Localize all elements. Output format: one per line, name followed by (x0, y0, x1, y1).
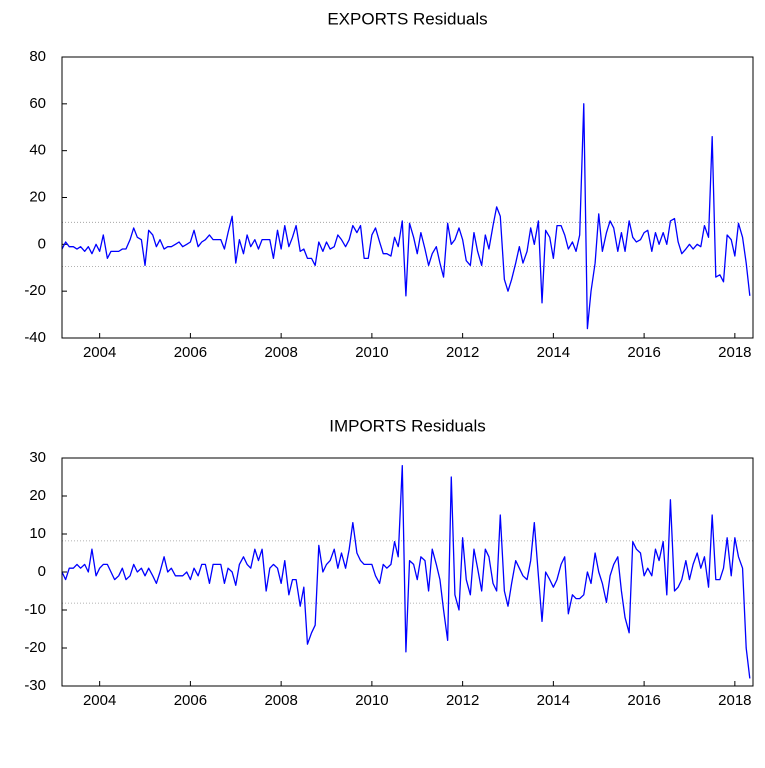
y-tick-label: 60 (29, 95, 46, 112)
x-tick-label: 2008 (264, 692, 297, 709)
y-tick-label: -20 (24, 282, 46, 299)
x-tick-label: 2006 (174, 692, 207, 709)
x-tick-label: 2016 (627, 692, 660, 709)
x-tick-label: 2012 (446, 692, 479, 709)
y-tick-label: 20 (29, 487, 46, 504)
x-tick-label: 2014 (537, 692, 570, 709)
x-tick-label: 2018 (718, 344, 751, 361)
plot-frame (61, 56, 754, 339)
x-tick-label: 2016 (627, 344, 660, 361)
y-tick-label: 0 (38, 235, 46, 252)
x-tick-label: 2018 (718, 692, 751, 709)
y-tick-label: -40 (24, 329, 46, 346)
plot-frame (61, 457, 754, 687)
x-tick-label: 2004 (83, 344, 116, 361)
x-tick-label: 2006 (174, 344, 207, 361)
y-tick-label: 30 (29, 449, 46, 466)
y-tick-label: 10 (29, 525, 46, 542)
y-tick-label: 20 (29, 188, 46, 205)
y-tick-label: -30 (24, 677, 46, 694)
y-tick-label: -10 (24, 601, 46, 618)
x-tick-label: 2004 (83, 692, 116, 709)
x-tick-label: 2012 (446, 344, 479, 361)
chart-title: EXPORTS Residuals (327, 9, 487, 28)
x-tick-label: 2008 (264, 344, 297, 361)
y-tick-label: 80 (29, 48, 46, 65)
x-tick-label: 2010 (355, 344, 388, 361)
residual-line (61, 464, 751, 679)
y-tick-label: 40 (29, 142, 46, 159)
y-tick-label: 0 (38, 563, 46, 580)
y-tick-label: -20 (24, 639, 46, 656)
x-tick-label: 2014 (537, 344, 570, 361)
x-tick-label: 2010 (355, 692, 388, 709)
residual-line (61, 103, 751, 330)
chart-title: IMPORTS Residuals (329, 416, 486, 435)
